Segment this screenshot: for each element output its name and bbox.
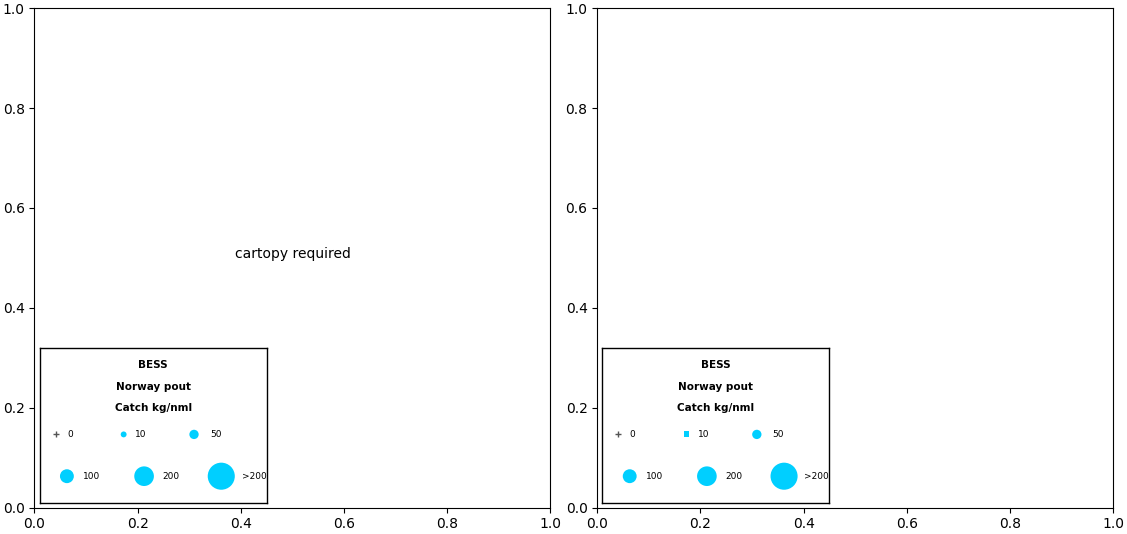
Text: cartopy required: cartopy required <box>234 247 350 261</box>
